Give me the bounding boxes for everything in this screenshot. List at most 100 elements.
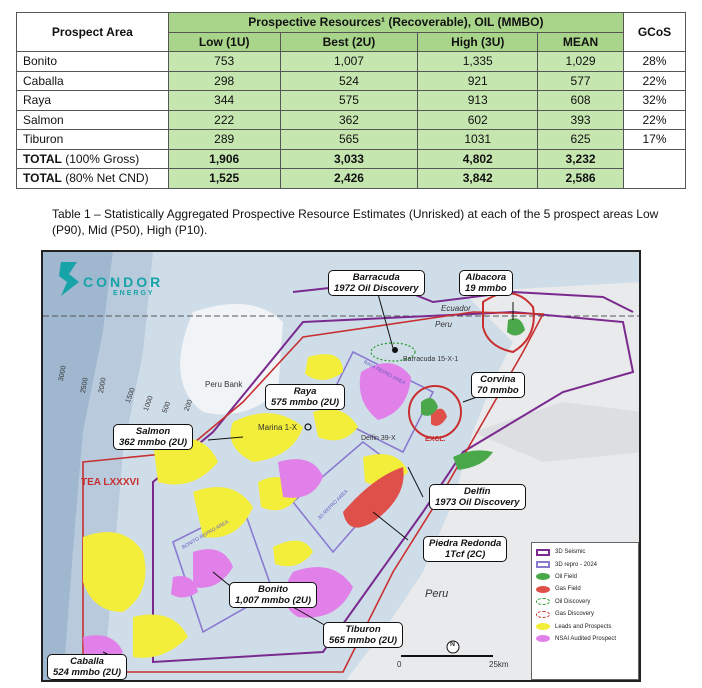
total-row: TOTAL (100% Gross) 1,906 3,033 4,802 3,2… [16, 148, 686, 189]
legend-item: Leads and Prospects [536, 620, 634, 632]
legend-swatch [536, 610, 550, 618]
tiburon-label: Tiburon 565 mmbo (2U) [323, 622, 404, 648]
cell-high: 921 [417, 70, 539, 91]
cell-high: 1031 [417, 129, 539, 150]
cell-mean: 608 [537, 90, 625, 111]
cell-mean: 2,586 [537, 168, 625, 189]
total-label: TOTAL (100% Gross) [16, 148, 169, 169]
cell-low: 298 [167, 70, 281, 91]
row-name: Tiburon [16, 129, 169, 150]
row-name: Bonito [16, 51, 169, 72]
cell-low: 344 [167, 90, 281, 111]
col-mean-header: MEAN [537, 31, 625, 52]
peru-bank-label: Peru Bank [205, 380, 243, 389]
legend-item: NSAI Audited Prospect [536, 633, 634, 645]
albacora-label: Albacora 19 mmbo [459, 270, 513, 296]
salmon-label: Salmon 362 mmbo (2U) [113, 424, 194, 450]
row-name: Raya [16, 90, 169, 111]
cell-mean: 1,029 [537, 51, 625, 72]
cell-mean: 577 [537, 70, 625, 91]
scale-start: 0 [397, 660, 402, 669]
table-row: Raya 344 575 913 608 32% [16, 90, 686, 111]
cell-low: 753 [167, 51, 281, 72]
row-name: Caballa [16, 70, 169, 91]
block-label: TEA LXXXVI [81, 477, 139, 488]
prospect-area-header: Prospect Area [16, 12, 169, 52]
north-arrow-icon: N [450, 641, 456, 648]
legend-swatch [536, 548, 550, 556]
col-best-header: Best (2U) [279, 31, 419, 52]
legend-item: Gas Discovery [536, 608, 634, 620]
resources-header: Prospective Resources¹ (Recoverable), OI… [167, 12, 625, 33]
cell-gcos: 22% [623, 70, 686, 91]
cell-low: 289 [167, 129, 281, 150]
cell-best: 575 [279, 90, 419, 111]
peru-land-label: Peru [425, 588, 449, 600]
condor-logo-sub: ENERGY [113, 290, 155, 297]
scale-end: 25km [489, 660, 509, 669]
cell-gcos: 28% [623, 51, 686, 72]
legend-item: 3D repro - 2024 [536, 558, 634, 570]
map-legend: 3D Seismic 3D repro - 2024 Oil Field Gas… [531, 542, 639, 680]
cell-low: 1,525 [167, 168, 281, 189]
prospective-resources-table: Prospect Area Prospective Resources¹ (Re… [16, 12, 686, 189]
cell-best: 524 [279, 70, 419, 91]
marina-well-label: Marina 1-X [258, 423, 298, 432]
table-row: Bonito 753 1,007 1,335 1,029 28% [16, 51, 686, 72]
cell-gcos: 17% [623, 129, 686, 150]
corvina-label: Corvina 70 mmbo [471, 372, 525, 398]
legend-swatch [536, 598, 550, 606]
legend-item: Oil Discovery [536, 596, 634, 608]
table-caption: Table 1 – Statistically Aggregated Prosp… [52, 207, 659, 237]
cell-best: 565 [279, 129, 419, 150]
ecuador-label: Ecuador [441, 304, 471, 313]
total-row: TOTAL (80% Net CND) 1,525 2,426 3,842 2,… [16, 168, 686, 189]
table-row: Caballa 298 524 921 577 22% [16, 70, 686, 91]
cell-high: 602 [417, 109, 539, 130]
peru-border-label: Peru [435, 320, 452, 329]
delfin-well-label: Delfin 39-X [361, 435, 396, 442]
raya-label: Raya 575 mmbo (2U) [265, 384, 346, 410]
col-high-header: High (3U) [417, 31, 539, 52]
condor-logo: CONDOR [83, 274, 164, 290]
cell-gcos: 22% [623, 109, 686, 130]
col-low-header: Low (1U) [167, 31, 281, 52]
cell-gcos-empty [623, 148, 686, 189]
legend-item: 3D Seismic [536, 546, 634, 558]
cell-best: 1,007 [279, 51, 419, 72]
cell-mean: 393 [537, 109, 625, 130]
caballa-label: Caballa 524 mmbo (2U) [47, 654, 128, 680]
legend-item: Oil Field [536, 571, 634, 583]
barracuda-label: Barracuda 1972 Oil Discovery [328, 270, 425, 296]
prospect-map: CONDOR ENERGY TEA LXXXVI Ecuador Peru Pe… [41, 250, 641, 682]
cell-best: 362 [279, 109, 419, 130]
cell-high: 3,842 [417, 168, 539, 189]
delfin-label: Delfin 1973 Oil Discovery [429, 484, 526, 510]
excl-label: EXCL. [425, 436, 446, 443]
gcos-header: GCoS [623, 12, 686, 52]
legend-swatch [536, 623, 550, 631]
total-label: TOTAL (80% Net CND) [16, 168, 169, 189]
cell-high: 913 [417, 90, 539, 111]
legend-item: Gas Field [536, 583, 634, 595]
cell-high: 4,802 [417, 148, 539, 169]
table-row: Tiburon 289 565 1031 625 17% [16, 129, 686, 150]
map-graphics [43, 252, 639, 680]
cell-mean: 625 [537, 129, 625, 150]
legend-swatch [536, 585, 550, 593]
table-row: Salmon 222 362 602 393 22% [16, 109, 686, 130]
cell-mean: 3,232 [537, 148, 625, 169]
cell-high: 1,335 [417, 51, 539, 72]
row-name: Salmon [16, 109, 169, 130]
cell-best: 3,033 [279, 148, 419, 169]
cell-low: 1,906 [167, 148, 281, 169]
cell-gcos: 32% [623, 90, 686, 111]
bonito-label: Bonito 1,007 mmbo (2U) [229, 582, 318, 608]
piedra-redonda-label: Piedra Redonda 1Tcf (2C) [423, 536, 508, 562]
cell-low: 222 [167, 109, 281, 130]
cell-best: 2,426 [279, 168, 419, 189]
legend-swatch [536, 561, 550, 569]
legend-swatch [536, 573, 550, 581]
legend-swatch [536, 635, 550, 643]
barracuda-well-label: Barracuda 15-X-1 [403, 356, 459, 363]
